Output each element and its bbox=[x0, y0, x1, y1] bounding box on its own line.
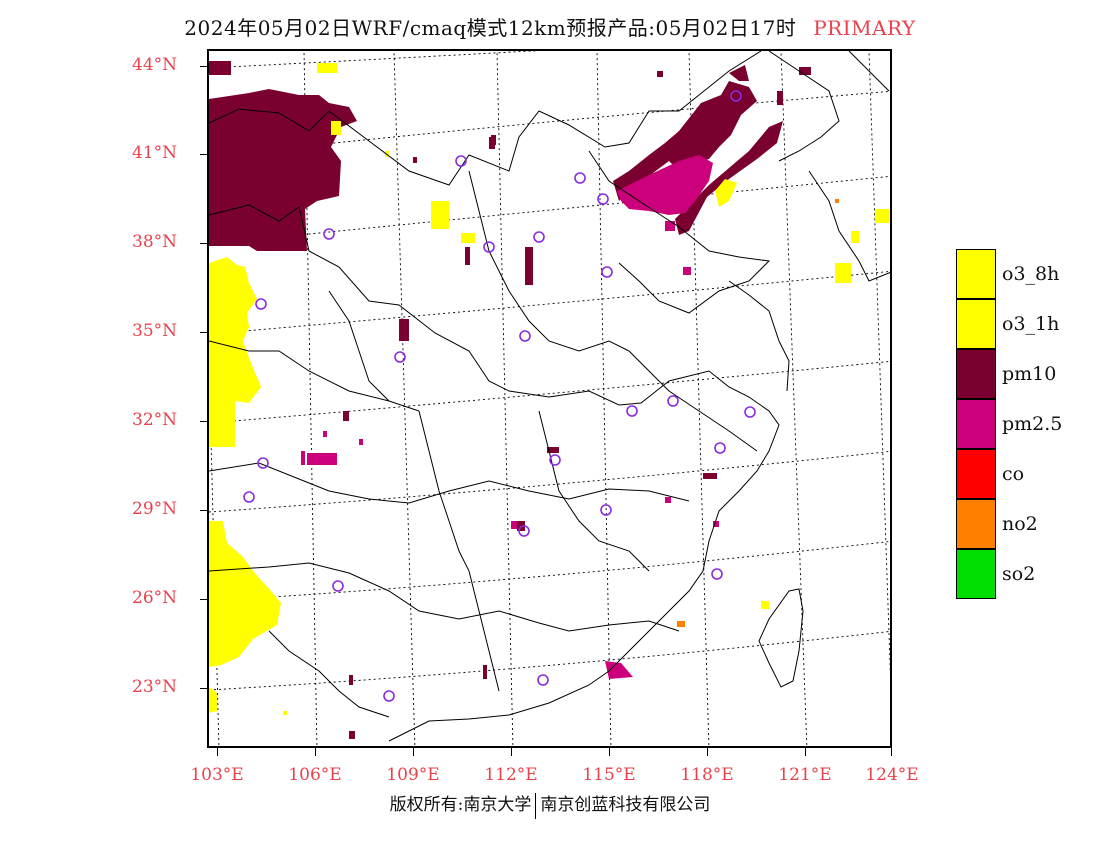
legend-swatch bbox=[956, 349, 996, 399]
map-title: 2024年05月02日WRF/cmaq模式12km预报产品:05月02日17时 … bbox=[0, 12, 1100, 41]
legend: o3_8h o3_1h pm10 pm2.5 co no2 so2 bbox=[956, 249, 1096, 599]
lon-label-121: 121°E bbox=[778, 765, 832, 785]
pm25-regions bbox=[301, 155, 719, 679]
legend-item-pm10: pm10 bbox=[956, 349, 1096, 399]
lat-label-44: 44°N bbox=[132, 55, 178, 75]
legend-label: o3_8h bbox=[1002, 263, 1060, 285]
legend-item-so2: so2 bbox=[956, 549, 1096, 599]
legend-label: pm10 bbox=[1002, 363, 1057, 385]
footer-divider bbox=[535, 792, 537, 819]
legend-item-o3-1h: o3_1h bbox=[956, 299, 1096, 349]
legend-label: no2 bbox=[1002, 513, 1038, 535]
lat-tick bbox=[200, 66, 208, 67]
legend-swatch bbox=[956, 299, 996, 349]
station-markers bbox=[243, 90, 756, 702]
lat-label-41: 41°N bbox=[132, 143, 178, 163]
copyright-left: 版权所有:南京大学 bbox=[389, 795, 532, 815]
lon-tick bbox=[511, 748, 512, 756]
lat-label-38: 38°N bbox=[132, 232, 178, 252]
lon-label-115: 115°E bbox=[582, 765, 636, 785]
lat-tick bbox=[200, 421, 208, 422]
lat-tick bbox=[200, 154, 208, 155]
map-canvas bbox=[209, 51, 890, 746]
legend-label: pm2.5 bbox=[1002, 413, 1063, 435]
lon-tick bbox=[217, 748, 218, 756]
legend-item-o3-8h: o3_8h bbox=[956, 249, 1096, 299]
lat-tick bbox=[200, 599, 208, 600]
lon-tick bbox=[413, 748, 414, 756]
legend-item-co: co bbox=[956, 449, 1096, 499]
lon-tick bbox=[609, 748, 610, 756]
legend-label: so2 bbox=[1002, 563, 1036, 585]
lon-tick bbox=[707, 748, 708, 756]
lat-tick bbox=[200, 332, 208, 333]
o3-regions bbox=[209, 63, 889, 715]
lon-label-106: 106°E bbox=[288, 765, 342, 785]
no2-regions bbox=[677, 199, 839, 627]
lat-label-23: 23°N bbox=[132, 677, 178, 697]
pm10-regions bbox=[209, 61, 811, 739]
lat-tick bbox=[200, 688, 208, 689]
lon-label-112: 112°E bbox=[484, 765, 538, 785]
lat-tick bbox=[200, 510, 208, 511]
legend-label: o3_1h bbox=[1002, 313, 1060, 335]
lon-label-124: 124°E bbox=[865, 765, 919, 785]
province-borders bbox=[209, 51, 890, 742]
taiwan-outline bbox=[758, 588, 804, 688]
lon-tick bbox=[891, 748, 892, 756]
lon-label-109: 109°E bbox=[386, 765, 440, 785]
lon-label-118: 118°E bbox=[680, 765, 734, 785]
lat-label-26: 26°N bbox=[132, 588, 178, 608]
legend-swatch bbox=[956, 499, 996, 549]
copyright-footer: 版权所有:南京大学 南京创蓝科技有限公司 bbox=[0, 790, 1100, 819]
copyright-right: 南京创蓝科技有限公司 bbox=[540, 795, 711, 815]
legend-swatch bbox=[956, 549, 996, 599]
legend-item-pm25: pm2.5 bbox=[956, 399, 1096, 449]
lon-tick bbox=[805, 748, 806, 756]
title-main: 2024年05月02日WRF/cmaq模式12km预报产品:05月02日17时 bbox=[184, 16, 797, 40]
lat-label-29: 29°N bbox=[132, 499, 178, 519]
lat-label-32: 32°N bbox=[132, 410, 178, 430]
legend-label: co bbox=[1002, 463, 1025, 485]
lat-tick bbox=[200, 243, 208, 244]
legend-swatch bbox=[956, 399, 996, 449]
lon-label-103: 103°E bbox=[190, 765, 244, 785]
legend-swatch bbox=[956, 449, 996, 499]
lat-label-35: 35°N bbox=[132, 321, 178, 341]
title-tag: PRIMARY bbox=[813, 16, 916, 40]
legend-item-no2: no2 bbox=[956, 499, 1096, 549]
legend-swatch bbox=[956, 249, 996, 299]
lon-tick bbox=[315, 748, 316, 756]
map-panel[interactable] bbox=[207, 49, 892, 748]
